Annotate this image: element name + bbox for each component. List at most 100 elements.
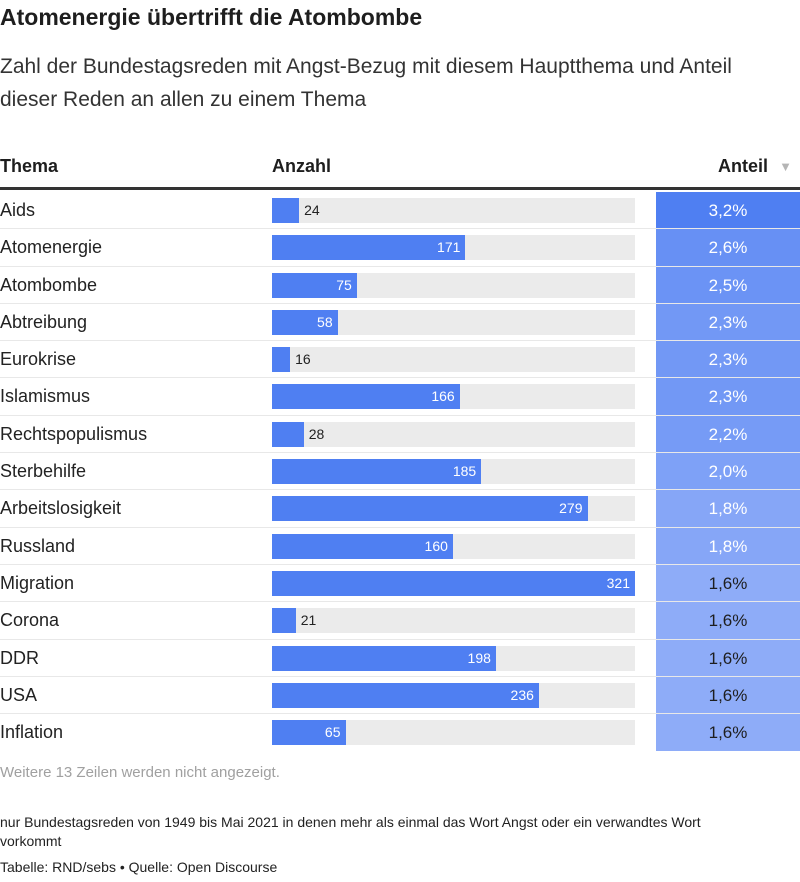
cell-thema: Atomenergie bbox=[0, 237, 103, 258]
cell-anteil: 2,0% bbox=[656, 453, 800, 490]
table-row: Atombombe 75 2,5% bbox=[0, 266, 800, 304]
cell-anteil: 1,6% bbox=[656, 602, 800, 639]
bar-anzahl bbox=[272, 682, 539, 708]
bar-anzahl bbox=[272, 272, 357, 298]
table-row: Islamismus 166 2,3% bbox=[0, 378, 800, 416]
cell-anteil: 2,3% bbox=[656, 303, 800, 341]
column-header-anzahl[interactable]: Anzahl bbox=[272, 156, 332, 176]
bar-value-label: 65 bbox=[324, 724, 341, 741]
bar-value-label: 166 bbox=[431, 388, 455, 405]
cell-anteil: 2,6% bbox=[656, 229, 800, 266]
cell-thema: Atombombe bbox=[0, 274, 98, 295]
source-credit: Tabelle: RND/sebs • Quelle: Open Discour… bbox=[0, 859, 278, 875]
table-row: Eurokrise 16 2,3% bbox=[0, 341, 800, 379]
table-row: Rechtspopulismus 28 2,2% bbox=[0, 415, 800, 454]
bar-track: 171 bbox=[272, 235, 635, 261]
cell-thema: Abtreibung bbox=[0, 311, 88, 332]
table-body: Aids 24 3,2% Atomenergie 171 2,6% Atombombe 75 2… bbox=[0, 192, 800, 752]
cell-anteil: 2,5% bbox=[656, 266, 800, 303]
table-row: DDR 198 1,6% bbox=[0, 639, 800, 677]
cell-thema: USA bbox=[0, 684, 38, 705]
bar-anzahl bbox=[272, 645, 496, 671]
bar-anzahl bbox=[272, 235, 466, 261]
bar-value-label: 279 bbox=[559, 500, 583, 517]
cell-thema: Corona bbox=[0, 610, 60, 631]
bar-value-label: 198 bbox=[467, 649, 491, 666]
bar-anzahl bbox=[272, 608, 296, 634]
more-rows-note: Weitere 13 Zeilen werden nicht angezeigt… bbox=[0, 764, 280, 781]
cell-thema: Eurokrise bbox=[0, 349, 77, 370]
sort-descending-icon[interactable]: ▼ bbox=[779, 159, 792, 174]
cell-thema: Rechtspopulismus bbox=[0, 423, 148, 444]
bar-value-label: 58 bbox=[317, 313, 333, 330]
bar-track: 236 bbox=[272, 682, 635, 708]
table-row: USA 236 1,6% bbox=[0, 676, 800, 715]
bar-track: 75 bbox=[272, 272, 635, 298]
table-header: Thema Anzahl Anteil ▼ bbox=[0, 148, 800, 190]
column-header-anteil[interactable]: Anteil bbox=[717, 156, 768, 176]
bar-value-label: 24 bbox=[304, 202, 320, 218]
bar-anzahl bbox=[272, 720, 346, 746]
cell-thema: Migration bbox=[0, 572, 75, 593]
bar-value-label: 185 bbox=[452, 463, 477, 480]
table-row: Arbeitslosigkeit 279 1,8% bbox=[0, 490, 800, 528]
cell-anteil: 1,6% bbox=[656, 676, 800, 714]
bar-value-label: 171 bbox=[437, 239, 461, 256]
bar-anzahl bbox=[272, 459, 482, 485]
cell-anteil: 1,8% bbox=[656, 527, 800, 564]
bar-track: 16 bbox=[272, 347, 635, 373]
cell-thema: Inflation bbox=[0, 722, 64, 743]
cell-thema: Russland bbox=[0, 535, 76, 556]
cell-thema: Islamismus bbox=[0, 386, 91, 407]
bar-track: 28 bbox=[272, 421, 635, 447]
cell-thema: Sterbehilfe bbox=[0, 461, 87, 482]
cell-anteil: 1,8% bbox=[656, 490, 800, 527]
cell-anteil: 2,3% bbox=[656, 378, 800, 415]
bar-value-label: 321 bbox=[606, 574, 630, 591]
cell-anteil: 2,2% bbox=[656, 415, 800, 453]
bar-anzahl bbox=[272, 384, 460, 410]
chart-title: Atomenergie übertrifft die Atombombe bbox=[0, 4, 423, 30]
table-row: Sterbehilfe 185 2,0% bbox=[0, 453, 800, 491]
table-row: Migration 321 1,6% bbox=[0, 564, 800, 603]
bar-value-label: 21 bbox=[300, 612, 317, 629]
bar-anzahl bbox=[272, 421, 304, 447]
cell-anteil: 1,6% bbox=[656, 564, 800, 602]
cell-thema: Arbeitslosigkeit bbox=[0, 498, 122, 519]
bar-anzahl bbox=[272, 496, 588, 522]
bar-anzahl bbox=[272, 347, 291, 373]
bar-track: 21 bbox=[272, 608, 635, 634]
bar-anzahl bbox=[272, 533, 453, 559]
bar-track: 185 bbox=[272, 459, 635, 485]
bar-value-label: 28 bbox=[308, 425, 325, 442]
bar-value-label: 236 bbox=[510, 686, 534, 703]
column-header-thema[interactable]: Thema bbox=[0, 156, 59, 176]
cell-anteil: 2,3% bbox=[656, 341, 800, 378]
cell-anteil: 3,2% bbox=[656, 192, 800, 229]
bar-value-label: 160 bbox=[424, 537, 448, 554]
bar-anzahl bbox=[272, 570, 635, 596]
bar-track: 24 bbox=[272, 198, 635, 223]
cell-anteil: 1,6% bbox=[656, 714, 800, 752]
bar-track: 279 bbox=[272, 496, 635, 522]
table-row: Abtreibung 58 2,3% bbox=[0, 303, 800, 342]
bar-track: 160 bbox=[272, 533, 635, 559]
table-row: Aids 24 3,2% bbox=[0, 192, 800, 230]
table-row: Inflation 65 1,6% bbox=[0, 714, 800, 752]
bar-track: 65 bbox=[272, 720, 635, 746]
bar-track: 58 bbox=[272, 309, 635, 335]
bar-anzahl bbox=[272, 309, 338, 335]
table-row: Russland 160 1,8% bbox=[0, 527, 800, 565]
cell-thema: DDR bbox=[0, 647, 39, 668]
bar-anzahl bbox=[272, 198, 300, 223]
cell-thema: Aids bbox=[0, 200, 36, 220]
chart-subtitle: Zahl der Bundestagsreden mit Angst-Bezug… bbox=[0, 55, 732, 111]
table-row: Corona 21 1,6% bbox=[0, 602, 800, 640]
bar-track: 166 bbox=[272, 384, 635, 410]
bar-value-label: 16 bbox=[295, 351, 311, 368]
cell-anteil: 1,6% bbox=[656, 639, 800, 676]
bar-value-label: 75 bbox=[336, 276, 352, 293]
bar-track: 198 bbox=[272, 645, 635, 671]
bar-track: 321 bbox=[272, 570, 635, 596]
table-row: Atomenergie 171 2,6% bbox=[0, 229, 800, 267]
